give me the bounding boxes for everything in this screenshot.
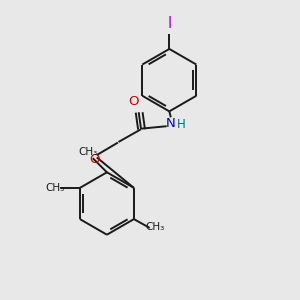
Text: CH₃: CH₃	[146, 222, 165, 233]
Text: CH₃: CH₃	[79, 146, 98, 157]
Text: O: O	[128, 95, 138, 108]
Text: O: O	[89, 153, 99, 166]
Text: I: I	[167, 16, 171, 31]
Text: H: H	[176, 118, 185, 131]
Text: CH₃: CH₃	[45, 183, 64, 193]
Text: N: N	[166, 117, 176, 130]
